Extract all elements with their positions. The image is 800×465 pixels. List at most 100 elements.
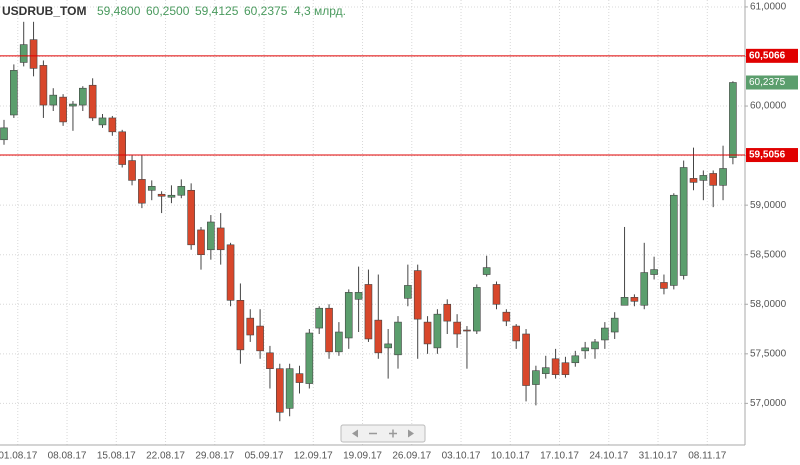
candle-body — [128, 160, 136, 181]
x-tick-label: 29.08.17 — [195, 451, 234, 462]
candle-body — [167, 194, 176, 198]
candle-body — [463, 329, 471, 332]
level-label: 59,5056 — [749, 150, 786, 161]
candle-body — [39, 65, 48, 106]
candle-body — [69, 103, 77, 107]
x-tick-label: 05.09.17 — [245, 451, 284, 462]
candle-body — [118, 131, 126, 165]
candle-body — [335, 331, 343, 353]
candle-body — [216, 227, 225, 251]
candle-body — [364, 284, 373, 340]
candle-body — [29, 39, 38, 69]
candle-body — [482, 267, 491, 275]
candle-body — [315, 307, 324, 329]
y-tick-label: 58,0000 — [750, 299, 787, 310]
candle-body — [246, 317, 255, 336]
candle-body — [10, 70, 18, 116]
y-tick-label: 57,0000 — [750, 398, 787, 409]
candle-body — [443, 303, 452, 322]
y-tick-label: 58,5000 — [750, 249, 787, 260]
candle-body — [571, 355, 580, 364]
candle-body — [679, 167, 688, 276]
candle-body — [581, 347, 589, 352]
nav-left[interactable] — [352, 429, 358, 438]
candle-body — [620, 297, 629, 306]
x-tick-label: 31.10.17 — [639, 451, 678, 462]
candle-body — [561, 362, 570, 375]
nav-zoom-in[interactable] — [389, 429, 397, 438]
candle-body — [226, 244, 235, 301]
candle-body — [709, 173, 718, 186]
nav-right[interactable] — [408, 429, 414, 438]
level-tag — [746, 48, 798, 63]
candle-body — [689, 178, 698, 183]
level-tag — [746, 148, 798, 163]
candle-body — [669, 194, 678, 286]
y-tick-label: 57,5000 — [750, 348, 787, 359]
candle-body — [492, 284, 501, 305]
candle-body — [59, 96, 67, 123]
candle-body — [88, 84, 97, 119]
x-tick-label: 26.09.17 — [392, 451, 431, 462]
chart-title: USDRUB_TOM — [2, 4, 86, 18]
x-tick-label: 01.08.17 — [0, 451, 38, 462]
header-volume: 4,3 млрд. — [294, 4, 346, 18]
candle-body — [404, 285, 412, 299]
x-tick-label: 03.10.17 — [442, 451, 481, 462]
candle-body — [522, 333, 530, 386]
candle-body — [275, 368, 284, 413]
candle-body — [344, 292, 353, 339]
x-tick-label: 17.10.17 — [540, 451, 579, 462]
nav-frame — [340, 424, 426, 443]
level-label: 60,5066 — [749, 50, 786, 61]
candle-body — [236, 300, 245, 351]
candle-body — [197, 229, 205, 256]
candle-body — [472, 287, 481, 332]
candle-body — [305, 332, 314, 384]
x-tick-label: 15.08.17 — [97, 451, 136, 462]
navigation-widget — [340, 424, 426, 443]
candle-body — [699, 175, 708, 181]
candle-body — [187, 189, 195, 246]
header-close: 60,2375 — [244, 4, 288, 18]
candle-body — [541, 367, 550, 374]
candle-body — [108, 117, 117, 133]
candle-body — [49, 94, 58, 106]
x-tick-label: 19.09.17 — [343, 451, 382, 462]
candle-body — [354, 292, 363, 300]
candle-body — [413, 270, 422, 320]
candle-body — [295, 373, 304, 383]
candle-body — [384, 343, 392, 349]
candle-body — [512, 325, 521, 342]
candle-body — [285, 368, 294, 409]
x-tick-label: 08.11.17 — [688, 451, 727, 462]
candle-body — [660, 282, 668, 289]
candle-body — [453, 321, 461, 335]
candle-body — [325, 307, 333, 353]
candle-body — [610, 317, 619, 333]
candle-body — [394, 321, 402, 356]
candle-body — [0, 127, 8, 141]
candle-body — [423, 321, 432, 345]
y-tick-label: 59,0000 — [750, 200, 787, 211]
candle-body — [502, 311, 511, 322]
candle-body — [719, 168, 727, 186]
candle-body — [640, 272, 649, 306]
candle-body — [177, 186, 186, 196]
x-tick-label: 24.10.17 — [589, 451, 628, 462]
candle-body — [433, 313, 442, 349]
x-tick-label: 08.08.17 — [48, 451, 87, 462]
candle-body — [729, 82, 737, 158]
y-tick-label: 61,0000 — [750, 2, 787, 13]
candle-body — [19, 44, 28, 63]
candle-body — [79, 87, 87, 106]
candle-body — [98, 117, 107, 126]
x-tick-label: 12.09.17 — [294, 451, 333, 462]
candle-body — [591, 341, 599, 350]
y-tick-label: 60,0000 — [750, 101, 787, 112]
candle-body — [157, 193, 166, 197]
candle-body — [374, 319, 383, 354]
